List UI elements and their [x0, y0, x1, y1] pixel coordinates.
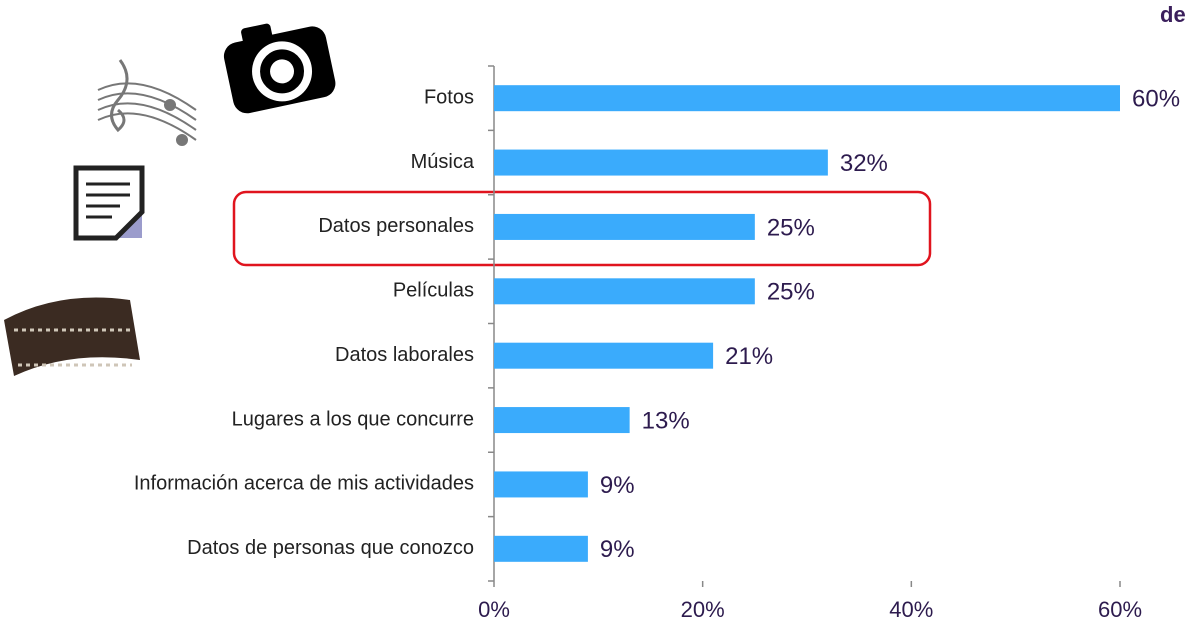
category-label: Datos personales [318, 215, 474, 237]
bar [494, 535, 588, 562]
x-tick-label: 60% [1098, 597, 1142, 622]
x-tick-label: 0% [478, 597, 510, 622]
bar [494, 213, 755, 240]
value-label: 60% [1132, 86, 1180, 113]
camera-icon [223, 23, 336, 114]
value-label: 9% [600, 536, 635, 563]
category-label: Música [411, 151, 475, 173]
document-icon [73, 165, 145, 241]
chart-title: de [1160, 2, 1186, 27]
bar [494, 407, 630, 434]
category-label: Datos laborales [335, 344, 474, 366]
value-label: 25% [767, 214, 815, 241]
category-label: Películas [393, 280, 474, 302]
value-label: 13% [642, 407, 690, 434]
x-tick-label: 20% [681, 597, 725, 622]
film-icon [4, 297, 140, 376]
value-label: 21% [725, 343, 773, 370]
value-label: 25% [767, 279, 815, 306]
x-tick-label: 40% [889, 597, 933, 622]
bar [494, 85, 1120, 112]
category-label: Información acerca de mis actividades [134, 473, 474, 495]
highlight-box [232, 190, 932, 267]
category-label: Datos de personas que conozco [187, 537, 474, 559]
music-icon [97, 59, 197, 146]
category-label: Lugares a los que concurre [232, 408, 474, 430]
bar [494, 278, 755, 305]
bar [494, 471, 588, 498]
value-label: 32% [840, 150, 888, 177]
bar [494, 149, 828, 176]
category-label: Fotos [424, 86, 474, 108]
value-label: 9% [600, 472, 635, 499]
bar [494, 342, 714, 369]
